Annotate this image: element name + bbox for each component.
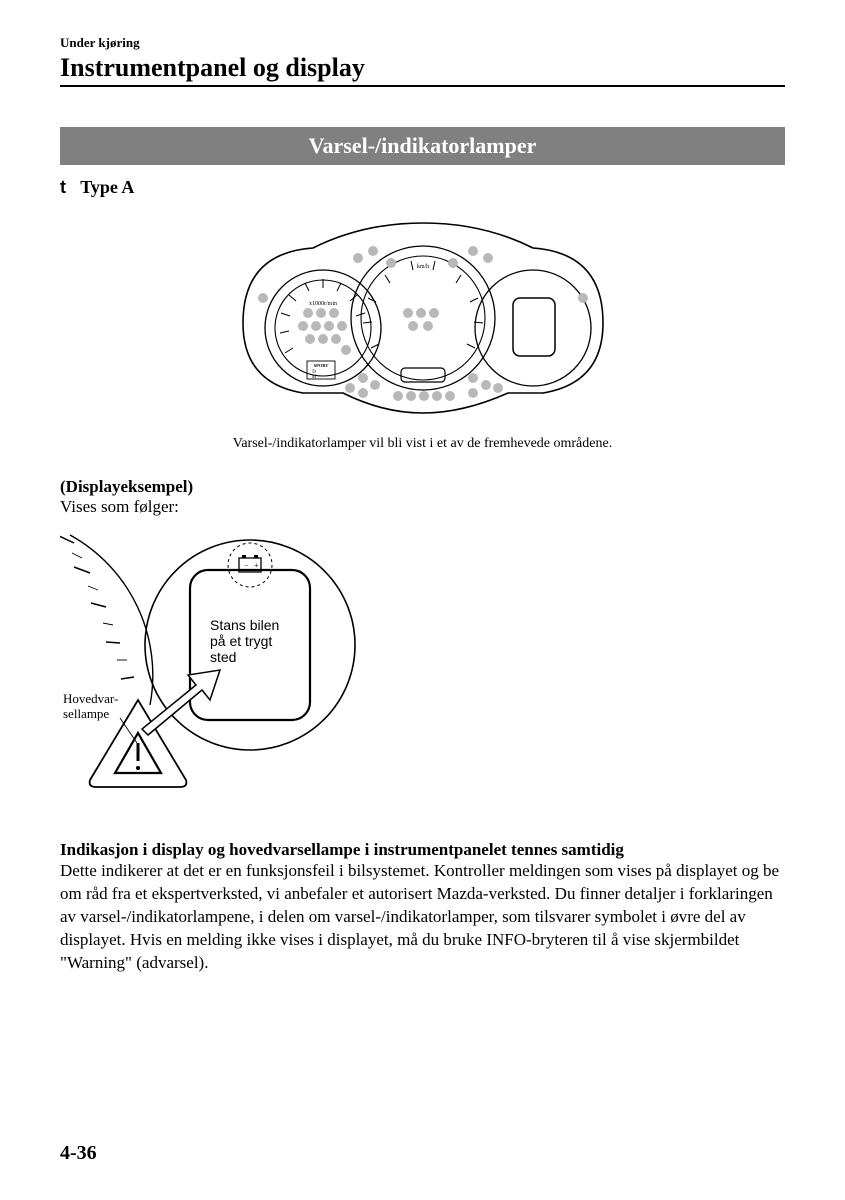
display-example-label: (Displayeksempel) [60, 477, 785, 497]
cluster-caption: Varsel-/indikatorlamper vil bli vist i e… [60, 436, 785, 452]
tacho-label: x1000r/min [309, 301, 337, 307]
subsection-type-a: t Type A [60, 177, 785, 198]
bullet-icon: t [60, 177, 66, 197]
body-heading: Indikasjon i display og hovedvarsellampe… [60, 840, 785, 860]
type-label: Type A [80, 177, 134, 197]
svg-text:SPORT: SPORT [313, 363, 328, 368]
svg-text:−: − [244, 561, 249, 570]
arrow-icon [142, 670, 220, 735]
display-example-figure: − + Stans bilen på et trygt sted Hovedva… [60, 525, 785, 810]
body-paragraph: Dette indikerer at det er en funksjonsfe… [60, 860, 785, 975]
display-example-subtext: Vises som følger: [60, 497, 785, 517]
display-msg-line2: på et trygt [210, 633, 272, 649]
svg-text:M: M [311, 375, 316, 380]
page-title: Instrumentpanel og display [60, 53, 785, 87]
callout-label-line2: sellampe [63, 706, 109, 721]
speedo-label: km/h [416, 264, 428, 270]
display-msg-line1: Stans bilen [210, 617, 279, 633]
instrument-cluster-figure: x1000r/min km/h SPORT D M [60, 213, 785, 428]
section-banner: Varsel-/indikatorlamper [60, 127, 785, 165]
breadcrumb: Under kjøring [60, 35, 785, 51]
page-number: 4-36 [60, 1142, 97, 1165]
callout-label-line1: Hovedvar- [63, 691, 118, 706]
svg-text:+: + [254, 561, 259, 570]
display-msg-line3: sted [210, 649, 236, 665]
